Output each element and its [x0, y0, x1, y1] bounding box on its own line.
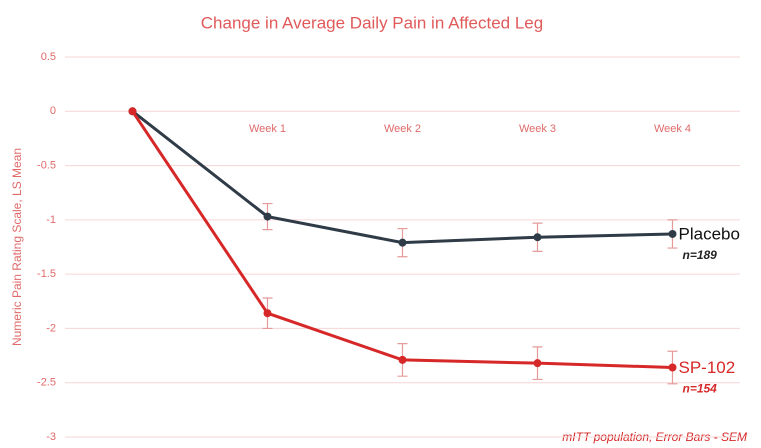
series-label: SP-102 — [679, 358, 736, 377]
y-tick-label: -0.5 — [37, 159, 56, 171]
x-tick-label: Week 4 — [654, 123, 691, 135]
data-point — [668, 229, 677, 238]
data-point — [668, 363, 677, 372]
data-point — [263, 212, 272, 221]
data-point — [128, 107, 137, 116]
data-point — [533, 233, 542, 242]
series-n-label: n=154 — [683, 382, 718, 396]
y-tick-label: 0 — [50, 105, 56, 117]
series-label: Placebo — [679, 224, 740, 243]
series-n-label: n=189 — [683, 248, 718, 262]
x-tick-label: Week 3 — [519, 123, 556, 135]
y-tick-label: -3 — [46, 431, 56, 443]
data-point — [533, 359, 542, 368]
y-tick-label: 0.5 — [41, 51, 56, 63]
y-tick-label: -2 — [46, 322, 56, 334]
y-tick-label: -1.5 — [37, 268, 56, 280]
y-tick-label: -1 — [46, 214, 56, 226]
chart-title: Change in Average Daily Pain in Affected… — [201, 13, 543, 32]
data-point — [398, 355, 407, 364]
data-point — [263, 309, 272, 318]
data-point — [398, 238, 407, 247]
y-axis-label: Numeric Pain Rating Scale, LS Mean — [10, 148, 24, 346]
y-tick-label: -2.5 — [37, 377, 56, 389]
x-tick-label: Week 2 — [384, 123, 421, 135]
x-tick-label: Week 1 — [249, 123, 286, 135]
